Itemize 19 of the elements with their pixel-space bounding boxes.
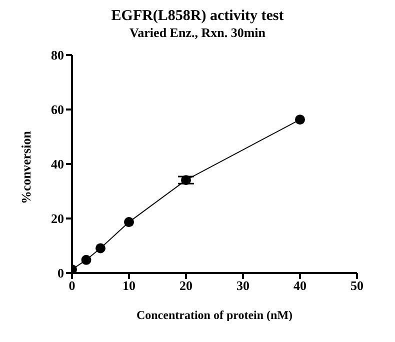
point xyxy=(81,254,92,265)
y-tick-label: 0 xyxy=(58,266,64,281)
y-tick-label: 20 xyxy=(51,211,64,226)
point xyxy=(181,175,191,186)
y-tick-label: 80 xyxy=(51,48,64,63)
x-tick-label: 0 xyxy=(68,278,76,294)
chart-title: EGFR(L858R) activity test xyxy=(110,8,285,25)
point xyxy=(96,243,106,254)
y-tick-label: 60 xyxy=(51,102,64,118)
x-tick-label: 20 xyxy=(180,278,192,294)
y-axis-title: %conversion xyxy=(18,130,34,204)
y-tick-label: 40 xyxy=(51,156,64,172)
x-tick-label: 10 xyxy=(122,278,136,294)
chart-subtitle: Varied Enz., Rxn. 30min xyxy=(128,25,267,41)
x-tick-label: 30 xyxy=(236,278,250,294)
point xyxy=(124,217,134,228)
x-tick-label: 50 xyxy=(350,278,364,294)
point xyxy=(295,114,305,125)
x-tick-label: 40 xyxy=(294,278,306,294)
